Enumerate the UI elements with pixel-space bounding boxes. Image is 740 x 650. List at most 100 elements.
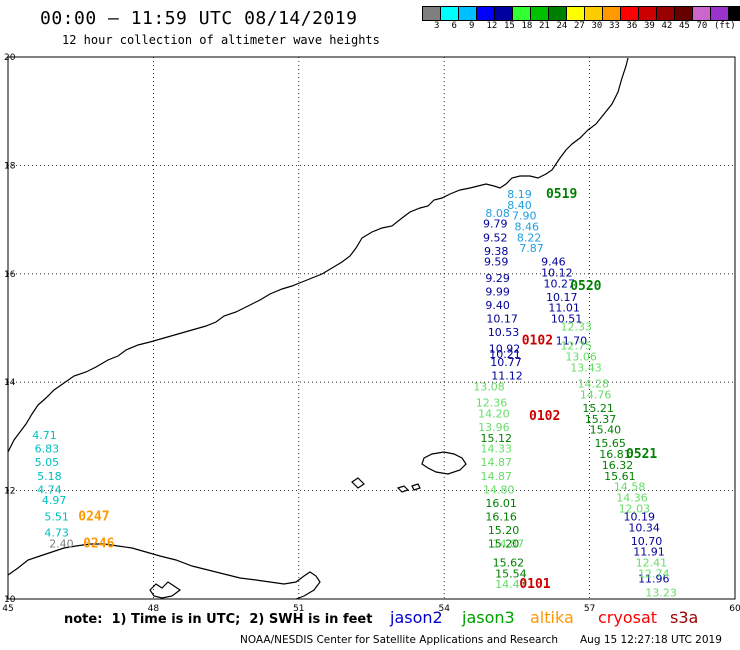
wave-height-value: 16.16 (485, 510, 517, 523)
wave-height-value: 11.70 (556, 334, 588, 347)
wave-height-value: 5.51 (44, 510, 69, 523)
wave-height-value: 12.74 (638, 567, 670, 580)
color-scale-label: 42 (661, 21, 673, 31)
color-scale-label: 36 (626, 21, 638, 31)
color-swatch (621, 6, 639, 21)
wave-height-value: 15.40 (590, 424, 622, 437)
x-tick-label: 54 (438, 604, 450, 614)
wave-height-value: 9.52 (483, 231, 508, 244)
color-scale-label: 6 (451, 21, 457, 31)
wave-height-value: 9.79 (483, 218, 508, 231)
wave-height-value: 12.36 (476, 397, 508, 410)
wave-height-value: 10.17 (486, 313, 517, 326)
wave-height-value: 8.22 (517, 231, 542, 244)
wave-height-value: 13.08 (473, 380, 505, 393)
y-tick-label: 12 (4, 487, 15, 497)
wave-height-value: 9.59 (484, 256, 509, 269)
wave-height-value: 10.51 (551, 313, 583, 326)
pass-time-label: 0102 (529, 409, 560, 424)
wave-height-value: 14.20 (478, 407, 510, 420)
color-scale-label: 45 (679, 21, 690, 31)
coastline (7, 57, 629, 600)
x-tick-label: 57 (584, 604, 595, 614)
color-scale-bar (422, 6, 740, 21)
wave-height-value: 5.18 (37, 470, 62, 483)
wave-height-value: 9.99 (485, 285, 510, 298)
wave-height-value: 12.41 (636, 556, 668, 569)
color-swatch (729, 6, 740, 21)
x-tick-label: 60 (729, 604, 740, 614)
pass-time-label: 0520 (570, 279, 601, 294)
map-title: 00:00 — 11:59 UTC 08/14/2019 (40, 8, 358, 29)
wave-height-value: 8.46 (514, 220, 539, 233)
wave-height-value: 2.40 (49, 538, 74, 551)
color-scale-label: 70 (696, 21, 708, 31)
wave-height-value: 10.21 (489, 348, 521, 361)
wave-height-value: 14.87 (481, 470, 513, 483)
color-swatch (657, 6, 675, 21)
y-tick-label: 16 (4, 270, 16, 280)
african-coastline (7, 543, 321, 600)
color-scale-label: 39 (644, 21, 655, 31)
legend-item-jason3: jason3 (462, 608, 515, 627)
wave-height-value: 10.34 (628, 521, 660, 534)
y-tick-label: 14 (4, 378, 16, 388)
wave-height-value: 4.74 (37, 483, 62, 496)
color-swatch (549, 6, 567, 21)
color-scale-label: (ft) (714, 21, 736, 31)
legend-item-cryosat: cryosat (598, 608, 658, 627)
color-scale-label: 21 (539, 21, 550, 31)
wave-height-value: 14.58 (614, 481, 646, 494)
x-tick-label: 45 (2, 604, 13, 614)
wave-height-value: 6.83 (35, 443, 60, 456)
pass-time-label: 0521 (626, 447, 657, 462)
wave-height-value: 10.70 (631, 535, 663, 548)
color-scale-label: 3 (434, 21, 440, 31)
color-swatch (495, 6, 513, 21)
footer-credit: NOAA/NESDIS Center for Satellite Applica… (240, 634, 558, 646)
pass-time-label: 0101 (519, 577, 550, 592)
wave-height-values: 8.198.407.908.468.227.87 8.089.799.529.38… (32, 188, 677, 599)
wave-height-value: 4.71 (32, 429, 57, 442)
color-swatch (693, 6, 711, 21)
color-swatch (477, 6, 495, 21)
color-scale-label: 18 (521, 21, 533, 31)
color-swatch (603, 6, 621, 21)
wave-height-value: 14.33 (481, 443, 513, 456)
wave-height-value: 11.01 (548, 302, 580, 315)
pass-time-label: 0519 (546, 187, 577, 202)
wave-height-value: 10.19 (624, 510, 656, 523)
wave-height-value: 8.40 (507, 199, 532, 212)
wave-height-value: 13.43 (570, 361, 602, 374)
color-swatch (531, 6, 549, 21)
legend-item-altika: altika (530, 608, 574, 627)
legend-item-s3a: s3a (670, 608, 699, 627)
wave-height-value: 9.29 (485, 272, 510, 285)
wave-height-value: 16.01 (485, 497, 517, 510)
horn-detail (149, 581, 182, 599)
wave-height-value: 12.03 (619, 502, 651, 515)
wave-height-value: 11.91 (633, 546, 665, 559)
wave-height-value: 13.96 (478, 421, 510, 434)
legend-item-jason2: jason2 (390, 608, 443, 627)
color-swatch (513, 6, 531, 21)
y-tick-label: 20 (4, 53, 16, 63)
wave-height-value: 13.23 (645, 586, 677, 599)
wave-height-value: 4.73 (44, 527, 69, 540)
wave-height-value: 10.77 (490, 356, 522, 369)
wave-height-value: 15.37 (585, 413, 617, 426)
color-scale-label: 12 (486, 21, 498, 31)
wave-height-value: 10.12 (541, 267, 573, 280)
wave-height-value: 16.32 (602, 459, 634, 472)
wave-height-value: 15.65 (594, 437, 626, 450)
y-tick-label: 10 (4, 595, 16, 605)
socotra-island (421, 451, 467, 475)
pass-time-label: 0102 (522, 333, 553, 348)
wave-height-value: 15.20 (488, 524, 520, 537)
wave-height-value: 14.87 (481, 456, 513, 469)
small-island-1 (351, 477, 365, 489)
pass-time-label: 0247 (78, 509, 109, 524)
wave-height-value: 14.47 (495, 578, 526, 591)
wave-height-value: 14.80 (483, 483, 515, 496)
wave-height-value: 13.06 (565, 351, 597, 364)
